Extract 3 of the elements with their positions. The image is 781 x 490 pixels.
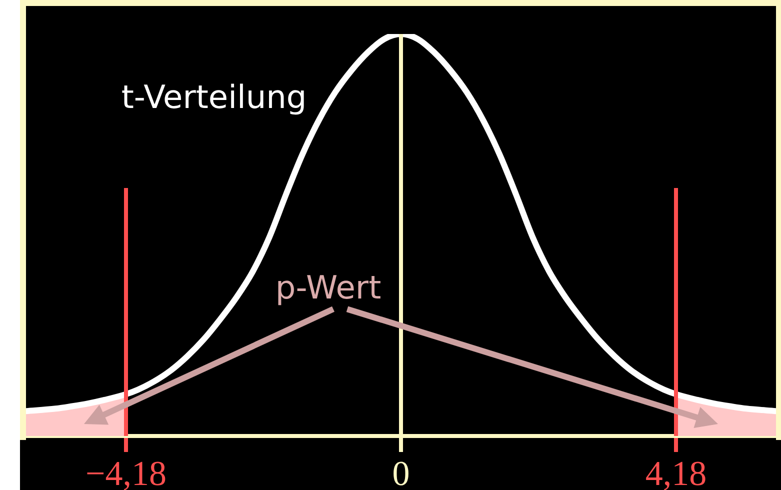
text: p-Wert <box>275 268 382 306</box>
x-tick-label: 0 <box>392 454 410 490</box>
series-label: t-Verteilung <box>121 78 307 116</box>
